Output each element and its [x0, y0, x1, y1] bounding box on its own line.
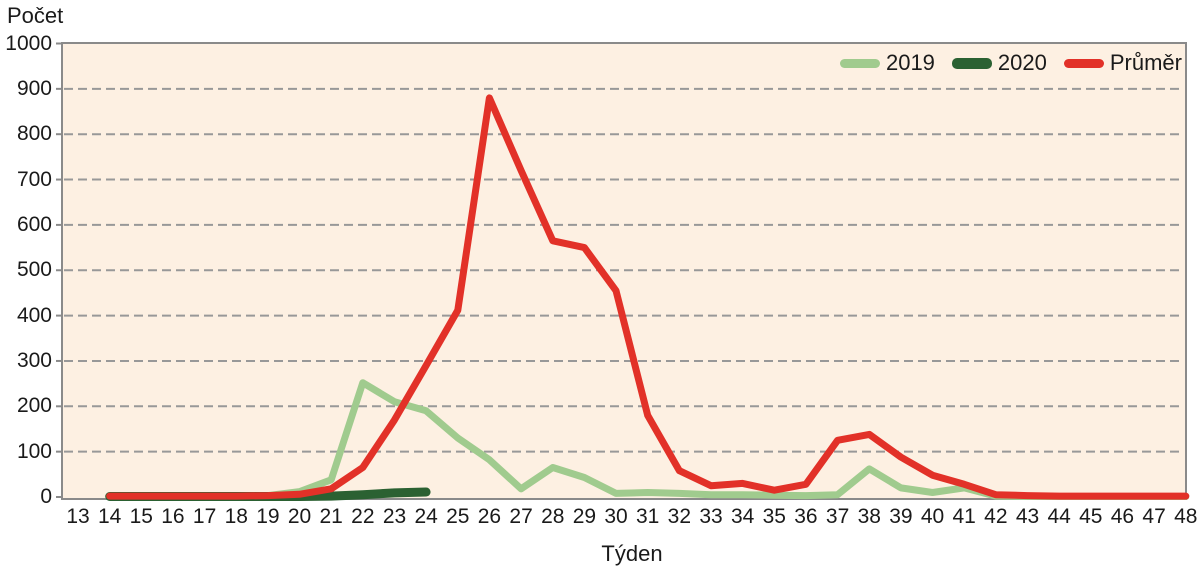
y-tick-label-600: 600: [16, 212, 52, 236]
x-tick-label-46: 46: [1110, 505, 1135, 528]
series-line-Průměr: [106, 94, 1190, 500]
legend-label-2020: 2020: [997, 50, 1047, 75]
x-tick-label-13: 13: [66, 505, 90, 528]
legend-item-2019: 2019: [839, 50, 935, 75]
x-tick-label-17: 17: [192, 505, 217, 528]
x-tick-label-25: 25: [446, 505, 470, 528]
x-tick-label-39: 39: [889, 505, 913, 528]
x-tick-label-42: 42: [984, 505, 1008, 528]
x-tick-label-23: 23: [382, 505, 407, 528]
x-tick-label-20: 20: [287, 505, 312, 528]
x-tick-label-40: 40: [920, 505, 945, 528]
y-tick-label-400: 400: [16, 303, 52, 327]
x-tick-label-19: 19: [256, 505, 280, 528]
y-tick-label-500: 500: [16, 258, 52, 282]
x-tick-label-16: 16: [161, 505, 185, 528]
x-tick-label-48: 48: [1174, 505, 1198, 528]
y-tick-label-200: 200: [16, 394, 52, 418]
x-tick-label-26: 26: [477, 505, 502, 528]
x-tick-label-36: 36: [794, 505, 818, 528]
x-tick-label-33: 33: [699, 505, 723, 528]
y-axis-title: Počet: [7, 3, 64, 28]
legend-label-2019: 2019: [885, 50, 935, 75]
y-tick-label-700: 700: [16, 167, 52, 191]
legend-item-prumer: Průměr: [1063, 50, 1182, 75]
x-tick-label-21: 21: [319, 505, 343, 528]
x-tick-label-34: 34: [730, 505, 755, 528]
x-tick-label-27: 27: [509, 505, 533, 528]
x-tick-label-24: 24: [414, 505, 438, 528]
x-tick-label-38: 38: [857, 505, 881, 528]
legend-swatch-prumer-icon: [1063, 58, 1104, 68]
x-tick-label-31: 31: [636, 505, 660, 528]
x-tick-label-22: 22: [351, 505, 375, 528]
y-tick-label-1000: 1000: [5, 31, 52, 55]
y-tick-label-900: 900: [16, 76, 52, 100]
x-axis-title: Týden: [601, 541, 663, 566]
x-tick-label-35: 35: [762, 505, 786, 528]
x-tick-label-29: 29: [572, 505, 597, 528]
y-tick-label-800: 800: [16, 122, 52, 146]
x-tick-label-30: 30: [604, 505, 628, 528]
legend-swatch-2019-icon: [839, 58, 880, 68]
y-tick-label-100: 100: [16, 439, 52, 463]
x-tick-label-28: 28: [541, 505, 565, 528]
x-tick-label-32: 32: [667, 505, 692, 528]
legend-item-2020: 2020: [951, 50, 1047, 75]
x-tick-label-44: 44: [1047, 505, 1071, 528]
x-tick-label-41: 41: [952, 505, 976, 528]
x-tick-label-14: 14: [97, 505, 122, 528]
legend-label-prumer: Průměr: [1109, 50, 1182, 75]
x-tick-label-45: 45: [1079, 505, 1103, 528]
x-tick-label-43: 43: [1015, 505, 1040, 528]
x-tick-label-47: 47: [1142, 505, 1166, 528]
x-tick-label-15: 15: [129, 505, 153, 528]
legend-swatch-2020-icon: [951, 57, 992, 69]
x-tick-label-18: 18: [224, 505, 248, 528]
y-tick-label-0: 0: [40, 485, 52, 508]
y-tick-label-300: 300: [16, 348, 52, 372]
x-tick-label-37: 37: [825, 505, 850, 528]
legend: 2019 2020 Průměr: [839, 50, 1182, 75]
